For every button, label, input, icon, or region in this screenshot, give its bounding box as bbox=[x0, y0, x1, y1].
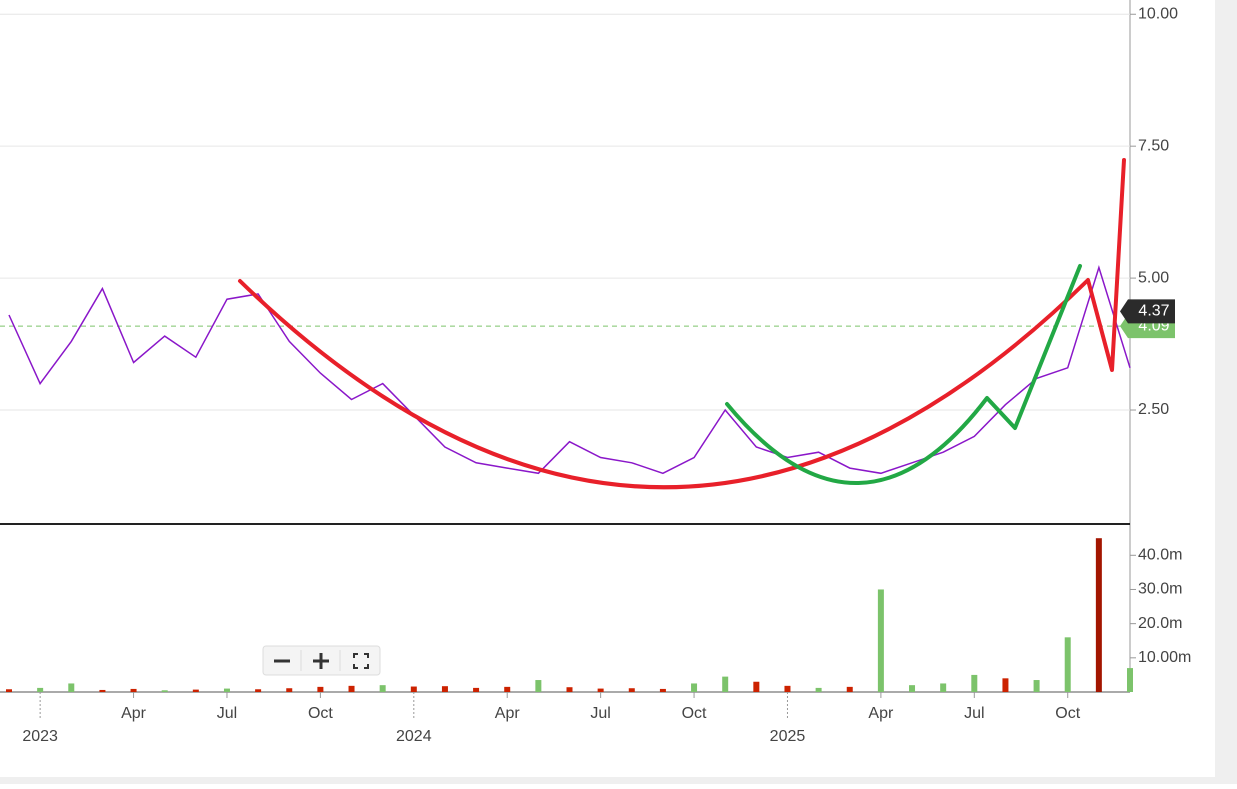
x-tick-label: Apr bbox=[495, 705, 521, 722]
drawn-handle-annotation bbox=[725, 264, 1082, 485]
x-tick-label: 2024 bbox=[396, 728, 432, 745]
volume-bar bbox=[1127, 668, 1133, 692]
volume-bar bbox=[877, 589, 884, 692]
volume-bar bbox=[628, 688, 635, 692]
x-tick-label: Jul bbox=[217, 705, 237, 722]
volume-bar bbox=[691, 683, 698, 692]
volume-bar bbox=[535, 680, 542, 692]
x-tick-label: Apr bbox=[868, 705, 894, 722]
volume-bar bbox=[37, 687, 44, 692]
x-tick-label: Oct bbox=[682, 705, 707, 722]
volume-bar bbox=[130, 688, 137, 692]
x-tick-label: Oct bbox=[308, 705, 333, 722]
volume-bar bbox=[6, 689, 12, 692]
last-price-badge bbox=[1120, 299, 1175, 324]
volume-bar bbox=[473, 687, 480, 692]
x-tick-label: 2025 bbox=[770, 728, 806, 745]
volume-bar bbox=[192, 689, 199, 692]
volume-bar bbox=[566, 687, 573, 692]
volume-bar bbox=[846, 686, 853, 692]
volume-bar bbox=[317, 686, 324, 692]
labels: 10.00 7.50 5.00 2.50 2023 Apr Jul Oct 2024 Apr Jul… bbox=[22, 5, 1191, 745]
volume-bar bbox=[971, 674, 978, 692]
volume-bar bbox=[410, 686, 417, 692]
volume-bar bbox=[909, 685, 916, 692]
volume-bar bbox=[784, 685, 791, 692]
fullscreen-button[interactable] bbox=[342, 648, 378, 673]
marks bbox=[0, 264, 1133, 692]
volume-bar bbox=[1064, 637, 1071, 692]
x-tick-label: Jul bbox=[964, 705, 984, 722]
x-tick-label: 2023 bbox=[22, 728, 58, 745]
volume-bar bbox=[255, 689, 262, 692]
volume-bar bbox=[1095, 538, 1102, 692]
volume-bar bbox=[348, 685, 355, 692]
price-line bbox=[8, 264, 1131, 475]
y-tick-label: 30.0m bbox=[1138, 581, 1182, 598]
volume-bar bbox=[1033, 680, 1040, 692]
bottom-strip bbox=[0, 777, 1237, 784]
volume-bar bbox=[753, 681, 760, 692]
y-tick-label: 20.0m bbox=[1138, 615, 1182, 632]
zoom-controls bbox=[262, 645, 381, 676]
volume-bar bbox=[659, 688, 666, 692]
volume-bar bbox=[1002, 678, 1009, 692]
volume-bar bbox=[504, 686, 511, 692]
volume-bar bbox=[286, 688, 293, 692]
volume-bar bbox=[68, 683, 75, 692]
y-tick-label: 7.50 bbox=[1138, 137, 1169, 154]
volume-bar bbox=[940, 683, 947, 692]
x-tick-label: Oct bbox=[1055, 705, 1080, 722]
volume-bar bbox=[722, 676, 729, 692]
last-price-badge-label: 4.37 bbox=[1138, 303, 1169, 320]
side-strip bbox=[1215, 0, 1237, 784]
volume-bar bbox=[597, 688, 604, 692]
y-tick-label: 2.50 bbox=[1138, 401, 1169, 418]
x-tick-label: Jul bbox=[590, 705, 610, 722]
y-tick-label: 40.0m bbox=[1138, 547, 1182, 564]
volume-bar bbox=[161, 690, 168, 692]
zoom-in-button[interactable] bbox=[303, 648, 339, 673]
volume-bar bbox=[379, 685, 386, 692]
volume-bar bbox=[223, 688, 230, 692]
volume-bar bbox=[441, 686, 448, 692]
grid bbox=[0, 13, 1136, 720]
drawn-cup-annotation bbox=[238, 158, 1126, 490]
y-tick-label: 10.00 bbox=[1138, 5, 1178, 22]
volume-bar bbox=[815, 687, 822, 692]
y-tick-label: 10.00m bbox=[1138, 649, 1191, 666]
zoom-out-button[interactable] bbox=[265, 648, 300, 673]
x-tick-label: Apr bbox=[121, 705, 147, 722]
y-tick-label: 5.00 bbox=[1138, 269, 1169, 286]
volume-bar bbox=[99, 689, 106, 692]
